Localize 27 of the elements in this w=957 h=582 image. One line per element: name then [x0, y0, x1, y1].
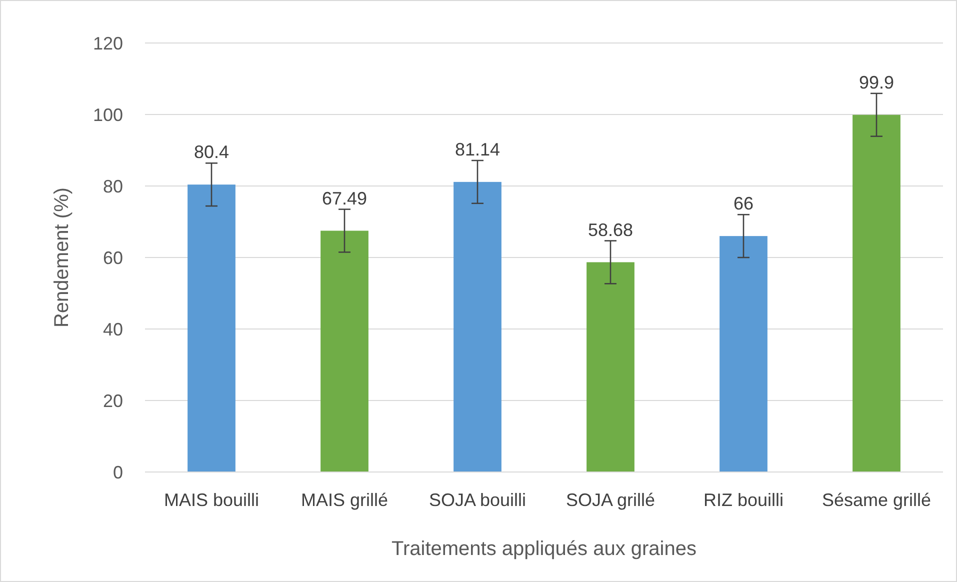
data-label: 80.4: [194, 142, 230, 162]
x-tick-label: RIZ bouilli: [703, 490, 784, 510]
bar: [586, 262, 634, 472]
y-tick-label: 20: [102, 390, 123, 411]
x-tick-label: Sésame grillé: [822, 490, 932, 510]
y-tick-label: 120: [92, 33, 123, 54]
x-tick-label: MAIS bouilli: [164, 490, 260, 510]
x-tick-label: SOJA grillé: [566, 490, 656, 510]
bar: [720, 236, 768, 472]
x-axis-title: Traitements appliqués aux graines: [392, 538, 696, 560]
bar: [188, 184, 236, 472]
bar: [852, 114, 900, 472]
data-label: 81.14: [454, 139, 500, 160]
data-label: 67.49: [322, 188, 368, 208]
bar: [454, 182, 502, 472]
y-tick-label: 40: [102, 319, 123, 340]
y-tick-label: 60: [102, 248, 123, 268]
y-axis-title: Rendement (%): [51, 187, 73, 328]
bar: [320, 230, 368, 472]
data-label: 99.9: [858, 72, 894, 92]
data-label: 58.68: [588, 220, 634, 240]
data-label: 66: [733, 194, 754, 214]
x-tick-label: SOJA bouilli: [428, 490, 526, 510]
x-tick-label: MAIS grillé: [300, 490, 388, 510]
y-tick-label: 100: [92, 104, 123, 125]
y-tick-label: 80: [102, 176, 123, 196]
y-tick-label: 0: [112, 462, 123, 482]
